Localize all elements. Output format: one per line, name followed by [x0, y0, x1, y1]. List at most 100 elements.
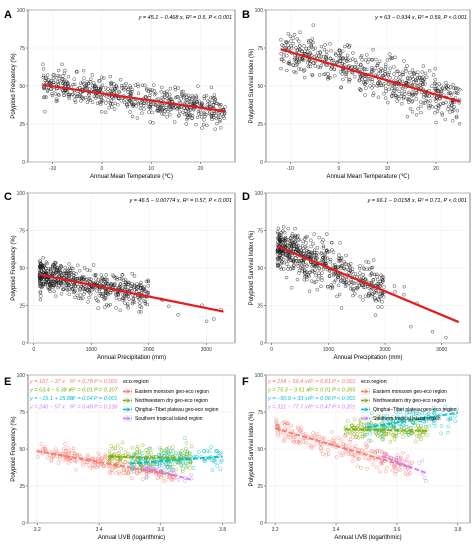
- data-point: [194, 94, 198, 98]
- data-point: [159, 447, 164, 452]
- data-point: [331, 250, 336, 254]
- data-point: [364, 432, 369, 437]
- data-point: [209, 95, 213, 100]
- data-point: [162, 112, 166, 116]
- data-point: [407, 92, 411, 97]
- data-point: [131, 103, 135, 108]
- data-point: [306, 38, 311, 43]
- data-point: [325, 248, 329, 252]
- data-point: [388, 439, 393, 444]
- data-point: [330, 240, 334, 245]
- data-point: [73, 98, 77, 102]
- data-point: [373, 451, 378, 456]
- data-point: [84, 278, 88, 282]
- data-point: [56, 461, 61, 465]
- data-point: [325, 448, 330, 452]
- data-point: [381, 437, 385, 442]
- data-point: [312, 270, 317, 274]
- data-point: [388, 417, 393, 422]
- data-point: [346, 444, 351, 449]
- data-point: [303, 432, 308, 436]
- data-point: [337, 56, 342, 60]
- data-point: [324, 452, 329, 457]
- data-point: [294, 244, 298, 249]
- data-point: [392, 84, 396, 88]
- data-point: [299, 248, 303, 252]
- data-point: [309, 279, 314, 283]
- data-point: [41, 67, 46, 71]
- data-point: [370, 80, 374, 84]
- data-point: [72, 77, 76, 81]
- y-tick-label: 25: [257, 484, 263, 490]
- data-point: [366, 77, 371, 81]
- series-equation: y = 63.4 − 5.38 x: [29, 388, 71, 394]
- data-point: [428, 103, 433, 108]
- data-point: [106, 459, 111, 463]
- data-point: [368, 77, 372, 81]
- data-point: [190, 113, 195, 118]
- data-point: [157, 453, 161, 457]
- data-point: [434, 89, 439, 93]
- data-point: [54, 281, 59, 286]
- data-point: [100, 83, 105, 87]
- data-point: [121, 86, 126, 90]
- data-point: [410, 91, 414, 95]
- series-fit-line: [366, 411, 458, 429]
- data-point: [203, 457, 207, 461]
- data-point: [276, 231, 280, 236]
- data-point: [112, 90, 117, 95]
- data-point: [87, 288, 92, 292]
- data-point: [281, 54, 286, 58]
- data-point: [87, 295, 91, 300]
- data-point: [132, 300, 137, 304]
- data-point: [307, 274, 311, 279]
- data-point: [52, 289, 56, 294]
- data-point: [319, 448, 324, 453]
- data-point: [45, 73, 50, 77]
- data-point: [339, 438, 344, 443]
- data-point: [422, 95, 426, 99]
- data-point: [88, 465, 93, 470]
- data-point: [311, 269, 315, 274]
- data-point: [439, 84, 444, 88]
- data-point: [406, 81, 410, 86]
- data-point: [383, 67, 388, 71]
- data-point: [108, 81, 113, 86]
- legend-marker: [363, 407, 368, 412]
- data-point: [278, 239, 283, 243]
- legend-marker: [363, 389, 368, 394]
- data-point: [168, 112, 172, 117]
- data-point: [320, 260, 324, 264]
- data-point: [348, 286, 353, 291]
- data-point: [89, 277, 93, 282]
- data-point: [57, 79, 62, 83]
- data-point: [312, 232, 316, 236]
- data-point: [419, 423, 423, 428]
- data-point: [215, 101, 220, 106]
- data-point: [126, 90, 130, 94]
- data-point: [152, 92, 157, 97]
- data-point: [41, 73, 46, 78]
- data-point: [370, 86, 374, 90]
- data-point: [389, 417, 394, 421]
- y-tick-label: 75: [19, 46, 25, 52]
- data-point: [456, 87, 460, 91]
- data-point: [46, 285, 50, 290]
- data-point: [351, 51, 355, 55]
- data-point: [223, 105, 227, 109]
- data-point: [197, 450, 201, 454]
- series-p: P = 0.107: [94, 388, 118, 394]
- data-point: [326, 75, 330, 80]
- data-point: [314, 253, 319, 258]
- data-point: [295, 62, 300, 67]
- data-point: [62, 82, 67, 86]
- regression-equation: y = 46.5 − 0.00774 x, R² = 0.57, P < 0.0…: [128, 198, 232, 204]
- data-point: [346, 263, 351, 267]
- data-point: [183, 436, 187, 441]
- data-point: [103, 455, 107, 459]
- data-point: [66, 81, 70, 86]
- data-point: [86, 81, 90, 86]
- data-point: [301, 265, 306, 269]
- data-point: [334, 455, 339, 459]
